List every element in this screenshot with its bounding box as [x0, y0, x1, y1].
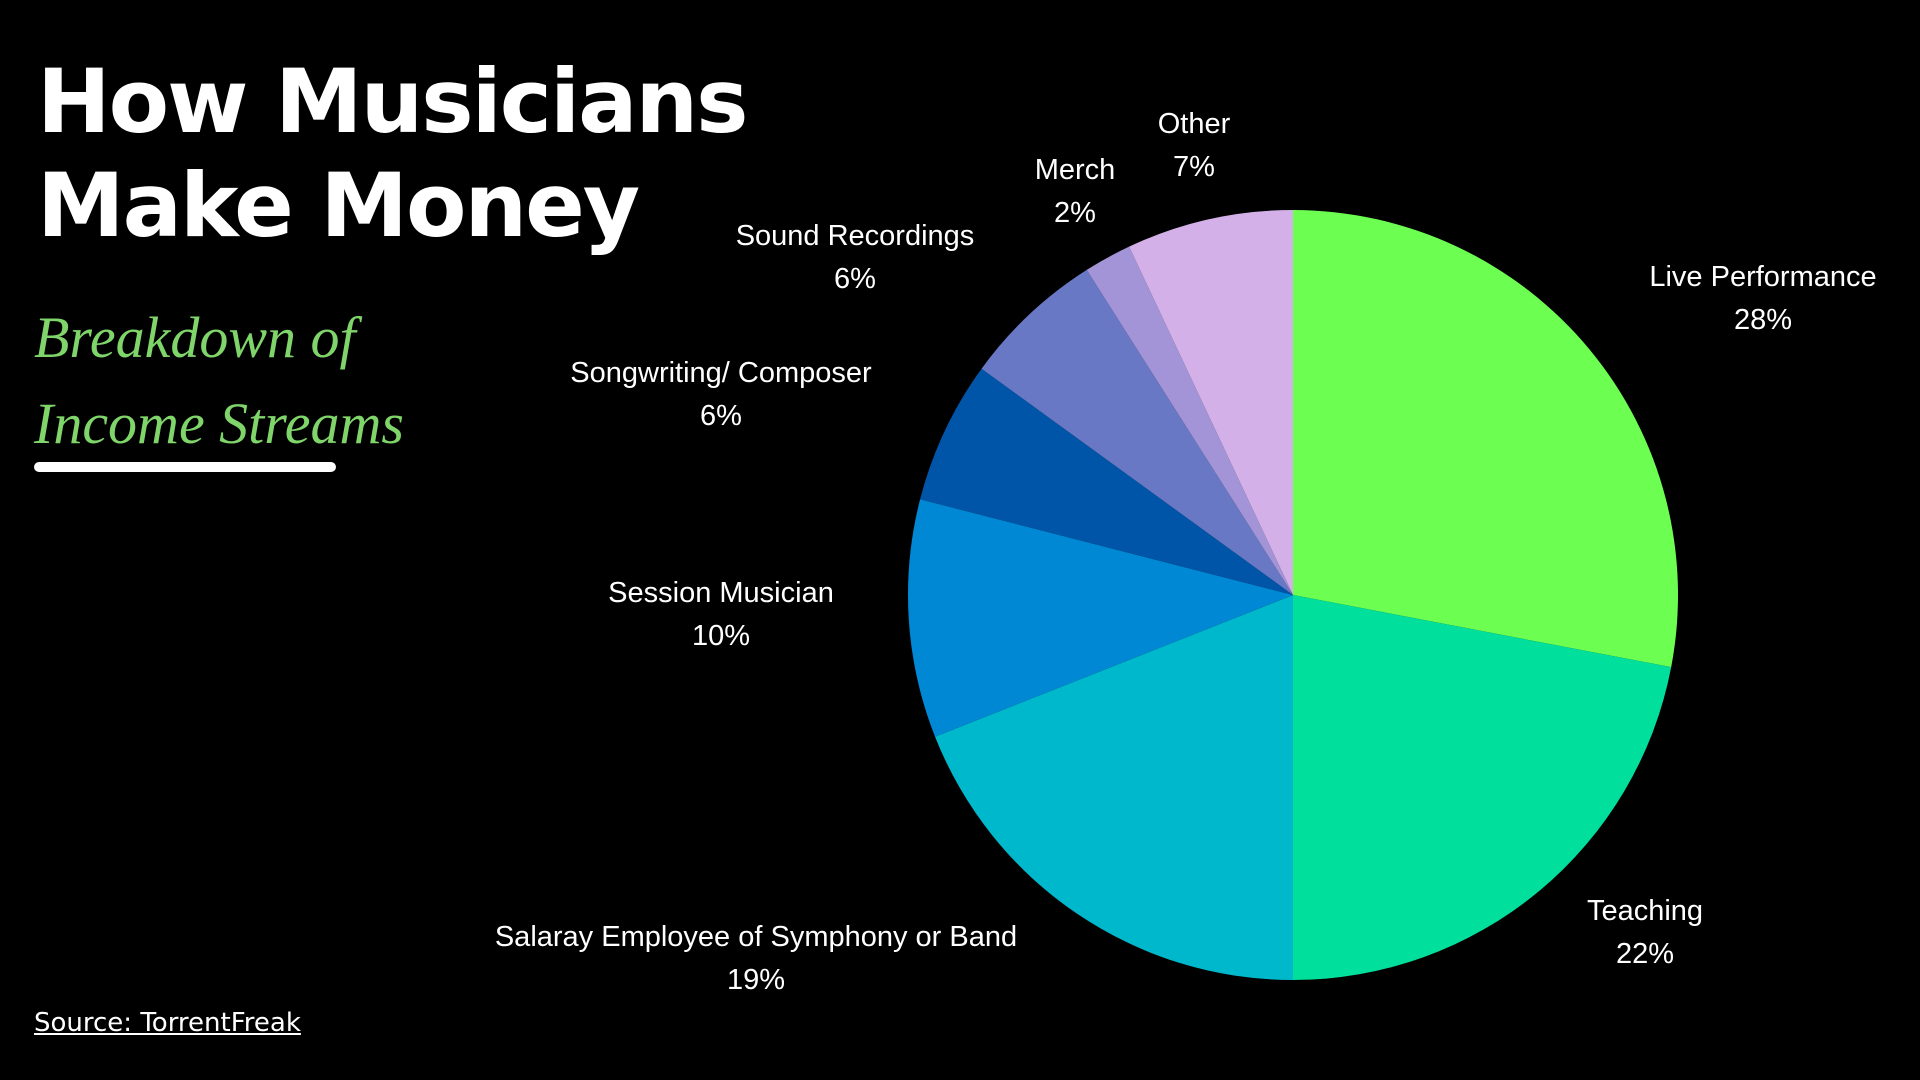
pie-slice — [935, 595, 1293, 980]
pie-slice — [1086, 246, 1293, 595]
value-label: 6% — [834, 263, 876, 295]
value-label: 22% — [1616, 938, 1674, 970]
value-label: 7% — [1173, 151, 1215, 183]
slice-label: Teaching — [1587, 895, 1703, 927]
slice-label: Live Performance — [1649, 261, 1876, 293]
pie-slice — [1293, 210, 1678, 668]
pie-slice — [920, 368, 1293, 595]
source-note: Source: TorrentFreak — [34, 1008, 301, 1038]
value-label: 28% — [1734, 304, 1792, 336]
slice-label: Other — [1158, 108, 1231, 140]
slice-label: Merch — [1035, 154, 1116, 186]
pie-slice — [1129, 210, 1293, 595]
slice-label: Salaray Employee of Symphony or Band — [495, 921, 1017, 953]
pie-slice — [908, 499, 1293, 737]
pie-slice — [1293, 595, 1672, 980]
slice-label: Songwriting/ Composer — [570, 357, 872, 389]
value-label: 19% — [727, 964, 785, 996]
underline-decoration — [34, 462, 336, 472]
slice-label: Session Musician — [608, 577, 834, 609]
slice-label: Sound Recordings — [736, 220, 975, 252]
value-label: 6% — [700, 400, 742, 432]
chart-title: How Musicians Make Money — [37, 50, 749, 257]
value-label: 2% — [1054, 197, 1096, 229]
pie-slice — [981, 269, 1293, 595]
value-label: 10% — [692, 620, 750, 652]
chart-subtitle: Breakdown of Income Streams — [34, 305, 404, 456]
